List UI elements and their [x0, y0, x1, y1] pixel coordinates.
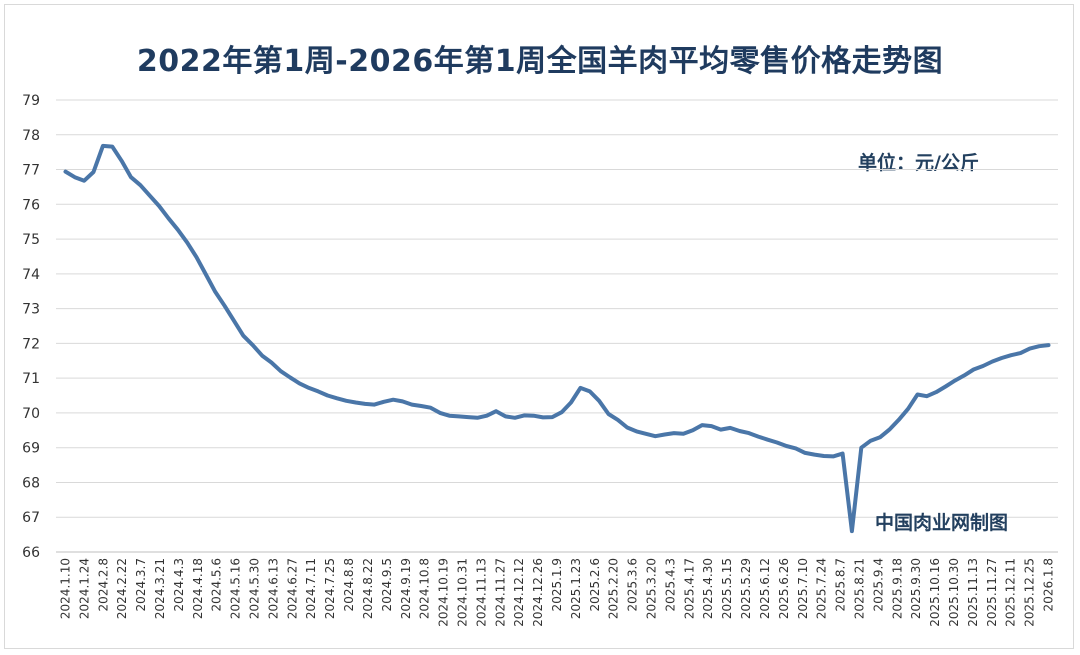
x-tick-label: 2025.8.7	[834, 558, 848, 611]
y-tick-label: 73	[22, 302, 40, 318]
x-tick-label: 2025.2.20	[607, 558, 621, 619]
x-tick-label: 2024.5.6	[210, 558, 224, 611]
x-tick-label: 2025.4.17	[682, 558, 696, 619]
x-tick-label: 2024.10.31	[455, 558, 469, 627]
x-tick-label: 2024.7.25	[323, 558, 337, 619]
x-tick-label: 2025.10.16	[928, 558, 942, 627]
x-tick-label: 2024.3.21	[153, 558, 167, 619]
x-tick-label: 2024.4.3	[172, 558, 186, 611]
chart-frame	[4, 4, 1074, 649]
y-tick-label: 67	[22, 510, 40, 526]
y-tick-label: 76	[22, 197, 40, 213]
x-tick-label: 2024.8.8	[342, 558, 356, 611]
y-tick-label: 74	[22, 267, 40, 283]
x-tick-label: 2024.9.19	[399, 558, 413, 619]
x-tick-label: 2024.10.8	[418, 558, 432, 619]
x-tick-label: 2025.9.18	[890, 558, 904, 619]
x-tick-label: 2024.2.22	[115, 558, 129, 619]
x-tick-label: 2025.5.29	[739, 558, 753, 619]
x-tick-label: 2024.1.10	[58, 558, 72, 619]
x-tick-label: 2024.5.16	[229, 558, 243, 619]
x-tick-label: 2024.6.13	[266, 558, 280, 619]
x-tick-label: 2025.2.6	[588, 558, 602, 611]
y-tick-label: 71	[22, 371, 40, 387]
x-tick-label: 2024.8.22	[361, 558, 375, 619]
x-tick-label: 2024.5.30	[248, 558, 262, 619]
source-credit: 中国肉业网制图	[875, 512, 1009, 534]
unit-label: 单位：元/公斤	[858, 152, 979, 174]
y-tick-label: 79	[22, 93, 40, 109]
y-tick-label: 77	[22, 163, 40, 179]
chart-title: 2022年第1周-2026年第1周全国羊肉平均零售价格走势图	[136, 44, 944, 79]
x-tick-label: 2025.1.23	[569, 558, 583, 619]
x-tick-label: 2025.6.26	[777, 558, 791, 619]
x-tick-label: 2024.2.8	[96, 558, 110, 611]
y-tick-label: 70	[22, 406, 40, 422]
y-axis-ticks: 66 67 68 69 70 71 72 73 74 75 76 77 78 79	[22, 93, 40, 561]
x-tick-label: 2025.5.15	[720, 558, 734, 619]
series-group	[63, 143, 1051, 534]
x-tick-label: 2024.3.7	[134, 558, 148, 611]
y-tick-label: 66	[22, 545, 40, 561]
x-axis-ticks: 2024.1.10 2024.1.24 2024.2.8 2024.2.22 2024.…	[58, 558, 1055, 627]
x-tick-label: 2024.7.11	[304, 558, 318, 619]
series-line	[63, 143, 1051, 534]
x-tick-label: 2025.11.27	[985, 558, 999, 627]
x-tick-label: 2024.9.5	[380, 558, 394, 611]
x-tick-label: 2025.7.24	[815, 558, 829, 619]
x-tick-label: 2024.12.26	[531, 558, 545, 627]
x-tick-label: 2025.3.20	[645, 558, 659, 619]
x-tick-label: 2024.11.27	[493, 558, 507, 627]
x-tick-label: 2024.10.19	[437, 558, 451, 627]
x-tick-label: 2025.6.12	[758, 558, 772, 619]
gridlines	[56, 99, 1058, 553]
x-tick-label: 2026.1.8	[1042, 558, 1056, 611]
x-tick-label: 2025.7.10	[796, 558, 810, 619]
x-tick-label: 2024.11.13	[474, 558, 488, 627]
y-tick-label: 78	[22, 128, 40, 144]
x-tick-label: 2025.12.11	[1004, 558, 1018, 627]
x-tick-label: 2025.1.9	[550, 558, 564, 611]
x-tick-label: 2025.4.3	[663, 558, 677, 611]
x-tick-label: 2025.3.6	[626, 558, 640, 611]
x-tick-label: 2025.11.13	[966, 558, 980, 627]
x-tick-label: 2025.10.30	[947, 558, 961, 627]
x-tick-label: 2025.8.21	[852, 558, 866, 619]
y-tick-label: 69	[22, 441, 40, 457]
x-tick-label: 2024.4.18	[191, 558, 205, 619]
x-tick-label: 2025.4.30	[701, 558, 715, 619]
x-tick-label: 2025.9.30	[909, 558, 923, 619]
y-tick-label: 75	[22, 232, 40, 248]
x-tick-label: 2025.9.4	[871, 558, 885, 611]
x-tick-label: 2024.6.27	[285, 558, 299, 619]
x-tick-label: 2025.12.25	[1023, 558, 1037, 627]
y-tick-label: 72	[22, 336, 40, 352]
x-tick-label: 2024.12.12	[512, 558, 526, 627]
x-tick-label: 2024.1.24	[77, 558, 91, 619]
y-tick-label: 68	[22, 475, 40, 491]
